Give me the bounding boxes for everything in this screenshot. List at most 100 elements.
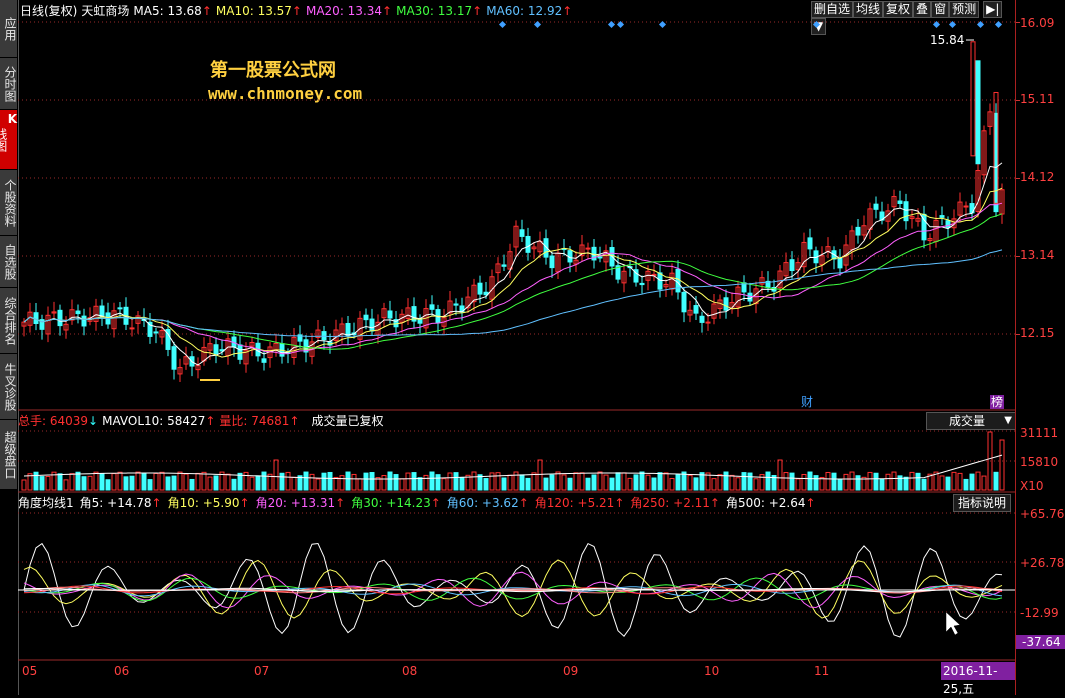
candle-body: [321, 331, 327, 341]
forecast-button[interactable]: 预测: [949, 1, 980, 18]
x-axis-date-label: 11: [814, 664, 830, 678]
tab-intraday[interactable]: 分时图: [0, 58, 17, 110]
volume-bar: [609, 477, 615, 491]
volume-bar: [111, 473, 117, 491]
candle-body: [927, 238, 933, 242]
volume-bar: [819, 476, 825, 491]
volume-bar: [717, 474, 723, 491]
candle-body: [963, 205, 969, 208]
volume-bar: [279, 472, 285, 491]
volume-bar: [951, 471, 957, 491]
volume-bar: [465, 474, 471, 491]
candle-body: [759, 277, 765, 285]
indicator-arrow-icon: ↑: [709, 496, 720, 510]
candle-body: [807, 237, 813, 250]
delete-favorite-button[interactable]: 删自选: [811, 1, 854, 18]
volume-bar: [243, 471, 249, 491]
candle-body: [507, 251, 513, 270]
volume-bar: [615, 472, 621, 491]
volume-bar: [573, 472, 579, 491]
candle-body: [129, 327, 135, 330]
volume-bar: [603, 474, 609, 491]
candle-body: [477, 282, 483, 295]
candle-body: [861, 225, 867, 236]
volume-select-value: 成交量: [949, 414, 986, 428]
ma30-arrow-icon: ↑: [472, 4, 483, 18]
overlay-button[interactable]: 叠: [913, 1, 932, 18]
event-marker-icon: [976, 20, 985, 29]
candle-body: [903, 201, 909, 222]
tab-ranking[interactable]: 综合排名: [0, 288, 17, 354]
tab-stock-info[interactable]: 个股资料: [0, 170, 17, 236]
volume-indicator-select[interactable]: 成交量 ▼: [926, 412, 1016, 430]
ma10-value: MA10: 13.57: [215, 4, 292, 18]
event-marker-icon: [607, 20, 616, 29]
candle-body: [45, 314, 51, 335]
finance-marker-icon: 财: [801, 395, 813, 409]
watermark-title: 第一股票公式网: [210, 60, 336, 81]
volume-bar: [663, 472, 669, 491]
volume-bar: [333, 476, 339, 491]
volume-bar: [807, 471, 813, 491]
volume-bar: [825, 471, 831, 491]
current-date-label: 2016-11-25,五: [941, 662, 1015, 696]
volume-bar: [105, 479, 111, 491]
candle-body: [603, 250, 609, 263]
scale-tick-mark: [1016, 22, 1020, 23]
tab-watchlist[interactable]: 自选股: [0, 236, 17, 288]
list-marker-bg: [990, 395, 1004, 409]
angle-ma-line-3: [23, 577, 1003, 602]
scale-tick-mark: [1016, 100, 1020, 101]
candle-body: [159, 330, 165, 338]
tab-apps[interactable]: 应用: [0, 0, 17, 58]
moving-average-button[interactable]: 均线: [853, 1, 884, 18]
volume-bar: [297, 475, 303, 491]
indicator-arrow-icon: ↑: [518, 496, 529, 510]
volume-bar: [399, 478, 405, 491]
kline-chart-canvas[interactable]: 15.84 财 榜: [18, 0, 1015, 695]
indicator-arrow-icon: ↑: [335, 496, 346, 510]
candle-body: [147, 321, 153, 337]
tab-kline[interactable]: K 线图: [0, 110, 17, 170]
volume-bar: [771, 475, 777, 491]
volume-bar: [195, 472, 201, 491]
volume-bar: [801, 473, 807, 491]
volume-bar: [339, 475, 345, 491]
tab-diagnosis[interactable]: 牛叉诊股: [0, 354, 17, 420]
indicator-arrow-icon: ↑: [239, 496, 250, 510]
volume-bar: [117, 471, 123, 491]
volume-bar: [765, 471, 771, 491]
volume-bar: [447, 472, 453, 491]
volume-bar: [459, 477, 465, 491]
volume-bar: [237, 472, 243, 491]
volume-bar: [327, 471, 333, 491]
volume-bar: [315, 478, 321, 491]
indicator-name: 角度均线1: [18, 496, 74, 510]
candle-body: [447, 300, 453, 314]
candle-body: [633, 269, 639, 283]
volume-bar: [963, 478, 969, 491]
volume-bar: [177, 471, 183, 491]
volume-bar: [555, 471, 561, 491]
candle-body: [639, 282, 645, 286]
candle-body: [543, 238, 549, 258]
price-tick-label: 16.09: [1020, 16, 1055, 30]
indicator-arrow-icon: ↑: [430, 496, 441, 510]
volume-bar: [897, 475, 903, 491]
window-button[interactable]: 窗: [931, 1, 950, 18]
volume-bar: [669, 477, 675, 491]
tab-apps-label: 应用: [3, 16, 17, 41]
scale-tick-mark: [1016, 178, 1020, 179]
restore-rights-button[interactable]: 复权: [883, 1, 914, 18]
candle-body: [297, 334, 303, 342]
nav-end-icon[interactable]: ▶|: [983, 1, 1003, 18]
candle-body: [663, 283, 669, 288]
period-label: 日线(复权): [20, 4, 78, 18]
candle-body: [171, 346, 177, 370]
candle-body: [63, 323, 69, 331]
indicator-arrow-icon: ↑: [151, 496, 162, 510]
tab-order-book[interactable]: 超级盘口: [0, 420, 17, 490]
price-tick-label: 14.12: [1020, 170, 1055, 184]
x-axis-date-label: 08: [402, 664, 418, 678]
indicator-explain-button[interactable]: 指标说明: [953, 494, 1012, 512]
